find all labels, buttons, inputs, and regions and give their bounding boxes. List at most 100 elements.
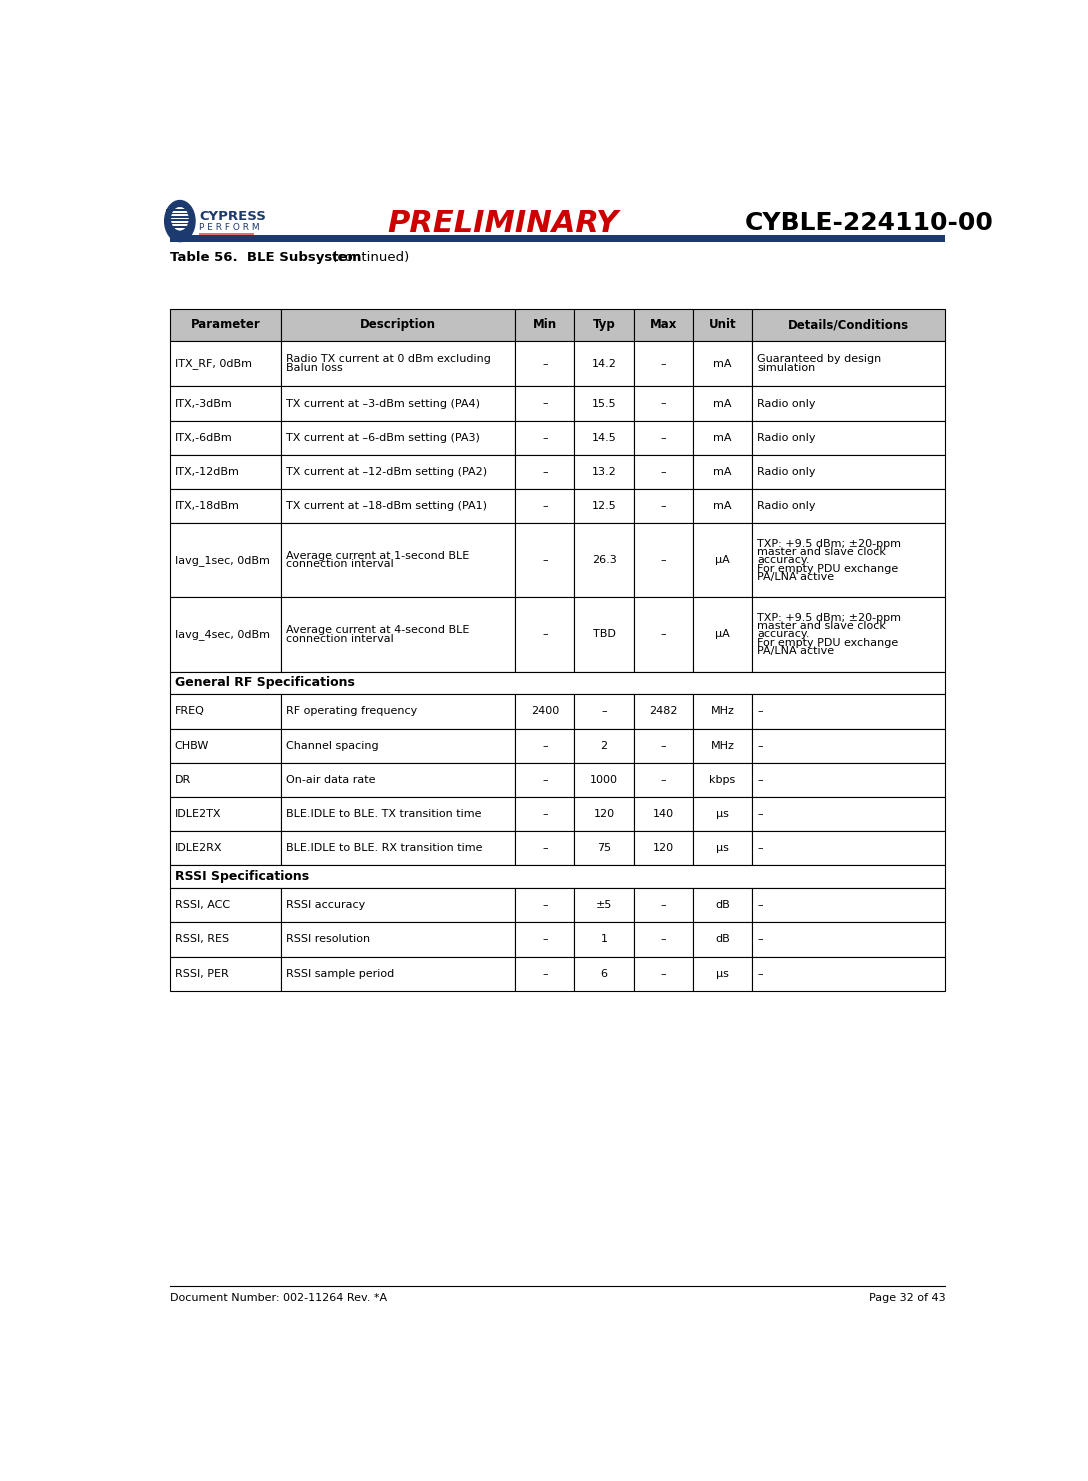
Text: PA/LNA active: PA/LNA active	[757, 646, 834, 656]
Text: simulation: simulation	[757, 363, 816, 373]
Text: CHBW: CHBW	[175, 740, 209, 751]
Bar	[516, 923, 574, 957]
Bar	[693, 455, 752, 489]
Text: –: –	[602, 706, 607, 717]
Text: 2482: 2482	[650, 706, 678, 717]
Bar	[752, 831, 945, 865]
Text: mA: mA	[714, 398, 732, 409]
Bar	[574, 923, 633, 957]
Text: 12.5: 12.5	[592, 501, 617, 511]
Bar	[281, 387, 516, 421]
Bar	[170, 957, 281, 991]
Bar	[170, 695, 281, 729]
Text: BLE.IDLE to BLE. RX transition time: BLE.IDLE to BLE. RX transition time	[286, 843, 482, 853]
Circle shape	[164, 200, 195, 241]
Text: Typ: Typ	[593, 318, 616, 332]
Bar	[170, 421, 281, 455]
Bar	[633, 387, 693, 421]
Text: Radio only: Radio only	[757, 467, 816, 477]
Text: Table 56.  BLE Subsystem: Table 56. BLE Subsystem	[170, 252, 361, 264]
Bar	[693, 889, 752, 923]
Text: Radio only: Radio only	[757, 501, 816, 511]
Text: PA/LNA active: PA/LNA active	[757, 572, 834, 582]
Text: –: –	[660, 501, 666, 511]
Bar	[170, 865, 945, 889]
Text: –: –	[542, 900, 547, 911]
Text: ITX,-12dBm: ITX,-12dBm	[175, 467, 239, 477]
Text: –: –	[542, 432, 547, 443]
Bar	[166, 227, 194, 228]
Bar	[516, 421, 574, 455]
Text: –: –	[757, 935, 763, 945]
Text: –: –	[757, 809, 763, 819]
Text: 13.2: 13.2	[592, 467, 617, 477]
Bar	[170, 797, 281, 831]
Bar	[574, 729, 633, 763]
Bar	[693, 831, 752, 865]
Bar	[281, 695, 516, 729]
Bar	[199, 233, 255, 235]
Bar	[633, 923, 693, 957]
Bar	[693, 695, 752, 729]
Text: dB: dB	[715, 935, 730, 945]
Bar	[574, 695, 633, 729]
Text: –: –	[660, 969, 666, 979]
Text: RSSI Specifications: RSSI Specifications	[175, 871, 309, 883]
Bar	[574, 310, 633, 341]
Text: –: –	[542, 843, 547, 853]
Text: –: –	[757, 740, 763, 751]
Text: RF operating frequency: RF operating frequency	[286, 706, 417, 717]
Bar	[574, 763, 633, 797]
Bar	[752, 923, 945, 957]
Text: –: –	[757, 706, 763, 717]
Text: CYPRESS: CYPRESS	[199, 210, 267, 224]
Text: Details/Conditions: Details/Conditions	[788, 318, 910, 332]
Bar	[516, 695, 574, 729]
Text: TX current at –3-dBm setting (PA4): TX current at –3-dBm setting (PA4)	[286, 398, 480, 409]
Bar	[170, 831, 281, 865]
Text: ITX,-18dBm: ITX,-18dBm	[175, 501, 239, 511]
Bar	[633, 421, 693, 455]
Bar	[633, 957, 693, 991]
Text: –: –	[660, 740, 666, 751]
Text: Balun loss: Balun loss	[286, 363, 343, 373]
Bar	[752, 523, 945, 597]
Bar	[516, 957, 574, 991]
Text: IDLE2RX: IDLE2RX	[175, 843, 222, 853]
Bar	[281, 489, 516, 523]
Bar	[516, 763, 574, 797]
Bar	[693, 387, 752, 421]
Bar	[170, 310, 281, 341]
Bar	[166, 212, 194, 215]
Text: RSSI, ACC: RSSI, ACC	[175, 900, 230, 911]
Bar	[693, 957, 752, 991]
Bar	[752, 455, 945, 489]
Bar	[752, 797, 945, 831]
Text: –: –	[660, 555, 666, 566]
Bar	[633, 341, 693, 387]
Bar	[633, 455, 693, 489]
Text: Max: Max	[650, 318, 677, 332]
Text: (continued): (continued)	[329, 252, 409, 264]
Text: –: –	[542, 398, 547, 409]
Bar	[170, 523, 281, 597]
Text: 2: 2	[601, 740, 607, 751]
Text: 140: 140	[653, 809, 673, 819]
Bar	[170, 671, 945, 695]
Text: For empty PDU exchange: For empty PDU exchange	[757, 638, 899, 647]
Bar	[752, 889, 945, 923]
Bar	[170, 455, 281, 489]
Text: µs: µs	[716, 809, 729, 819]
Circle shape	[172, 207, 188, 230]
Text: dB: dB	[715, 900, 730, 911]
Bar	[170, 923, 281, 957]
Bar	[693, 597, 752, 671]
Bar	[574, 831, 633, 865]
Text: master and slave clock: master and slave clock	[757, 621, 886, 631]
Text: Document Number: 002-11264 Rev. *A: Document Number: 002-11264 Rev. *A	[170, 1293, 387, 1303]
Text: MHz: MHz	[710, 706, 734, 717]
Text: RSSI sample period: RSSI sample period	[286, 969, 394, 979]
Text: Channel spacing: Channel spacing	[286, 740, 379, 751]
Bar	[166, 219, 194, 221]
Text: ITX,-6dBm: ITX,-6dBm	[175, 432, 233, 443]
